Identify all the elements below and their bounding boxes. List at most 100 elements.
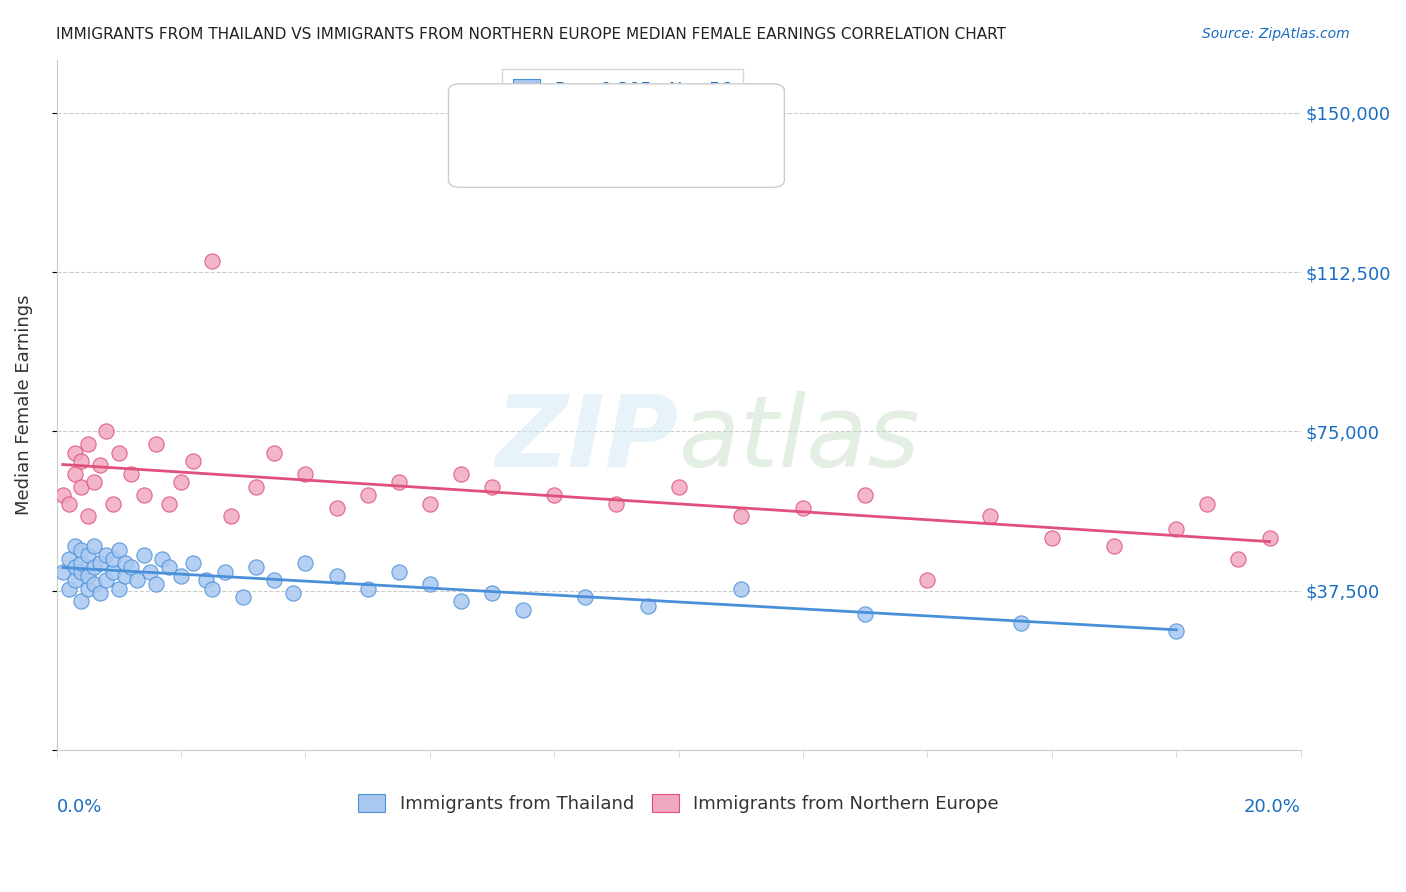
Point bbox=[96, 548, 118, 562]
Point bbox=[170, 475, 193, 490]
Point bbox=[170, 569, 193, 583]
Point bbox=[194, 573, 217, 587]
Point bbox=[108, 543, 131, 558]
Point bbox=[52, 488, 75, 502]
Point bbox=[219, 509, 242, 524]
Point bbox=[114, 569, 136, 583]
Point bbox=[120, 560, 142, 574]
Point bbox=[356, 488, 378, 502]
Point bbox=[325, 569, 347, 583]
Point bbox=[145, 437, 167, 451]
Point bbox=[65, 560, 87, 574]
Point bbox=[637, 599, 659, 613]
Point bbox=[157, 560, 180, 574]
Point bbox=[76, 437, 98, 451]
Point bbox=[101, 565, 124, 579]
Text: 0.0%: 0.0% bbox=[56, 798, 103, 816]
Point bbox=[201, 582, 224, 596]
Point bbox=[605, 497, 627, 511]
Point bbox=[76, 569, 98, 583]
Point bbox=[1040, 531, 1063, 545]
Point bbox=[294, 467, 316, 481]
Point bbox=[388, 565, 411, 579]
Point bbox=[52, 565, 75, 579]
Point bbox=[89, 458, 111, 473]
Point bbox=[183, 454, 205, 468]
Point bbox=[96, 573, 118, 587]
Point bbox=[132, 548, 155, 562]
Point bbox=[70, 480, 93, 494]
Point bbox=[1166, 624, 1188, 639]
Point bbox=[1010, 615, 1032, 630]
Point bbox=[1227, 552, 1250, 566]
Point bbox=[245, 480, 267, 494]
Point bbox=[70, 454, 93, 468]
Point bbox=[543, 488, 565, 502]
Point bbox=[263, 573, 285, 587]
Point bbox=[101, 497, 124, 511]
Point bbox=[183, 556, 205, 570]
Point bbox=[356, 582, 378, 596]
Point bbox=[83, 539, 105, 553]
Point bbox=[145, 577, 167, 591]
Point bbox=[512, 603, 534, 617]
Point bbox=[76, 509, 98, 524]
Point bbox=[139, 565, 162, 579]
Y-axis label: Median Female Earnings: Median Female Earnings bbox=[15, 294, 32, 515]
Point bbox=[281, 586, 304, 600]
Point bbox=[419, 497, 441, 511]
Point bbox=[214, 565, 236, 579]
Point bbox=[481, 480, 503, 494]
Point bbox=[127, 573, 149, 587]
Point bbox=[263, 445, 285, 459]
Point bbox=[150, 552, 173, 566]
Point bbox=[450, 467, 472, 481]
Point bbox=[101, 552, 124, 566]
Point bbox=[120, 467, 142, 481]
Point bbox=[114, 556, 136, 570]
Legend: Immigrants from Thailand, Immigrants from Northern Europe: Immigrants from Thailand, Immigrants fro… bbox=[347, 783, 1010, 824]
Point bbox=[96, 425, 118, 439]
Point bbox=[70, 565, 93, 579]
Point bbox=[245, 560, 267, 574]
Text: 20.0%: 20.0% bbox=[1244, 798, 1301, 816]
Point bbox=[450, 594, 472, 608]
Text: atlas: atlas bbox=[679, 391, 921, 488]
Point bbox=[76, 582, 98, 596]
Point bbox=[325, 500, 347, 515]
Point bbox=[979, 509, 1001, 524]
Point bbox=[853, 607, 876, 621]
Point bbox=[70, 556, 93, 570]
Point bbox=[58, 582, 80, 596]
Point bbox=[1258, 531, 1281, 545]
Point bbox=[1166, 522, 1188, 536]
Point bbox=[917, 573, 939, 587]
Point bbox=[730, 582, 752, 596]
Text: Source: ZipAtlas.com: Source: ZipAtlas.com bbox=[1202, 27, 1350, 41]
Point bbox=[89, 556, 111, 570]
Point bbox=[792, 500, 814, 515]
Point bbox=[65, 539, 87, 553]
Point bbox=[70, 594, 93, 608]
Point bbox=[574, 590, 596, 604]
Point bbox=[730, 509, 752, 524]
Point bbox=[132, 488, 155, 502]
Point bbox=[76, 548, 98, 562]
Point bbox=[65, 467, 87, 481]
Point bbox=[157, 497, 180, 511]
Point bbox=[65, 445, 87, 459]
Point bbox=[232, 590, 254, 604]
Point bbox=[108, 445, 131, 459]
Point bbox=[83, 577, 105, 591]
Point bbox=[853, 488, 876, 502]
Point bbox=[388, 475, 411, 490]
Point bbox=[419, 577, 441, 591]
Point bbox=[70, 543, 93, 558]
Point bbox=[83, 560, 105, 574]
Text: ZIP: ZIP bbox=[496, 391, 679, 488]
FancyBboxPatch shape bbox=[449, 84, 785, 187]
Point bbox=[201, 254, 224, 268]
Point bbox=[668, 480, 690, 494]
Point bbox=[1197, 497, 1219, 511]
Point bbox=[294, 556, 316, 570]
